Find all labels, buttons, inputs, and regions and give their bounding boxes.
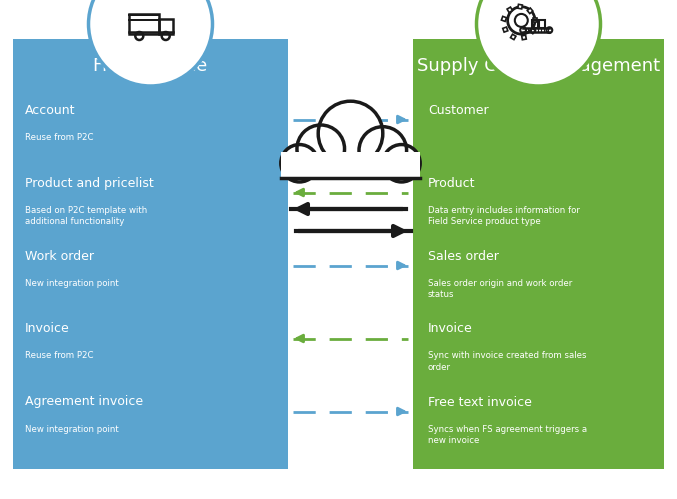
Text: Supply Chain Management: Supply Chain Management xyxy=(417,57,660,75)
Circle shape xyxy=(297,125,345,173)
Text: New integration point: New integration point xyxy=(25,278,118,287)
Bar xyxy=(533,18,537,22)
Bar xyxy=(281,152,420,178)
Bar xyxy=(129,14,158,34)
Text: Sync with invoice created from sales
order: Sync with invoice created from sales ord… xyxy=(428,351,586,372)
Circle shape xyxy=(359,127,407,174)
Bar xyxy=(539,20,546,28)
Circle shape xyxy=(89,0,213,86)
Text: Reuse from P2C: Reuse from P2C xyxy=(25,133,93,142)
Bar xyxy=(530,28,536,34)
Circle shape xyxy=(318,101,383,166)
Circle shape xyxy=(281,145,318,182)
Text: Syncs when FS agreement triggers a
new invoice: Syncs when FS agreement triggers a new i… xyxy=(428,425,587,445)
Text: Invoice: Invoice xyxy=(428,322,473,335)
Bar xyxy=(527,8,533,13)
Text: Sales order origin and work order
status: Sales order origin and work order status xyxy=(428,278,572,298)
Bar xyxy=(510,34,516,39)
Text: Product: Product xyxy=(428,177,475,190)
Bar xyxy=(13,39,288,469)
Circle shape xyxy=(383,145,420,182)
Bar xyxy=(291,140,410,178)
Text: Customer: Customer xyxy=(428,103,489,116)
Text: Field Service: Field Service xyxy=(93,57,208,75)
Bar xyxy=(502,16,506,21)
Text: Based on P2C template with
additional functionality: Based on P2C template with additional fu… xyxy=(25,206,148,226)
Bar xyxy=(518,4,523,9)
Bar xyxy=(507,7,512,12)
Text: Account: Account xyxy=(25,103,76,116)
Bar xyxy=(531,20,538,28)
Text: Work order: Work order xyxy=(25,250,94,262)
Text: Product and pricelist: Product and pricelist xyxy=(25,177,154,190)
Bar xyxy=(158,19,173,34)
Text: Reuse from P2C: Reuse from P2C xyxy=(25,351,93,360)
Text: Free text invoice: Free text invoice xyxy=(428,396,532,409)
Text: Invoice: Invoice xyxy=(25,322,70,335)
Bar xyxy=(522,35,526,40)
Text: Agreement invoice: Agreement invoice xyxy=(25,396,143,409)
Text: New integration point: New integration point xyxy=(25,425,118,434)
Text: Data entry includes information for
Field Service product type: Data entry includes information for Fiel… xyxy=(428,206,580,226)
Bar xyxy=(413,39,664,469)
Circle shape xyxy=(477,0,600,86)
Text: Sales order: Sales order xyxy=(428,250,499,262)
Bar xyxy=(503,27,508,32)
